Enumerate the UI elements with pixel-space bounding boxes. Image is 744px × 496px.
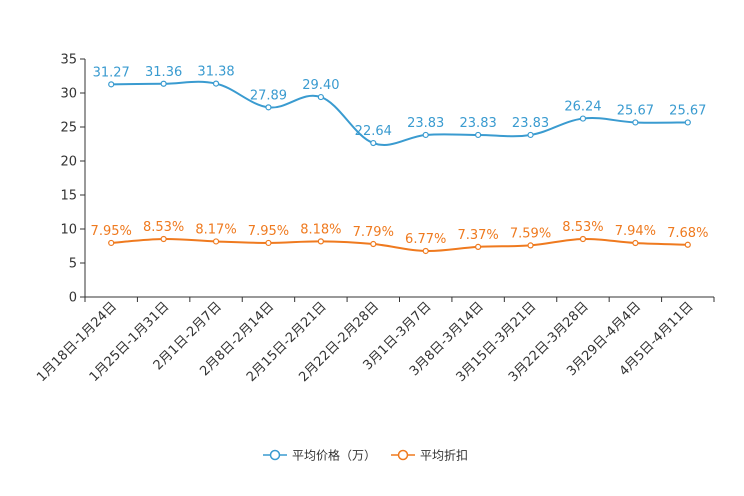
data-label: 25.67 bbox=[669, 103, 706, 118]
data-label: 31.38 bbox=[197, 65, 234, 80]
data-point[interactable] bbox=[579, 235, 587, 243]
data-label: 23.83 bbox=[460, 116, 497, 131]
y-tick-label: 35 bbox=[60, 53, 77, 68]
y-tick-label: 30 bbox=[60, 87, 77, 102]
data-label: 22.64 bbox=[355, 124, 392, 139]
data-label: 31.27 bbox=[93, 65, 130, 80]
data-point[interactable] bbox=[160, 80, 167, 87]
chart-axes: 051015202530351月18日-1月24日1月25日-1月31日2月1日… bbox=[34, 53, 715, 385]
y-tick-label: 10 bbox=[60, 223, 77, 238]
y-tick-label: 15 bbox=[60, 189, 77, 204]
data-label: 7.59% bbox=[510, 226, 551, 241]
data-point[interactable] bbox=[212, 238, 220, 245]
data-point[interactable] bbox=[317, 238, 324, 245]
data-label: 25.67 bbox=[617, 103, 654, 118]
data-point[interactable] bbox=[317, 93, 324, 101]
data-point[interactable] bbox=[108, 239, 115, 247]
legend-item-2[interactable]: 平均折扣 bbox=[391, 448, 468, 463]
data-point[interactable] bbox=[370, 139, 377, 147]
data-point[interactable] bbox=[684, 119, 691, 126]
data-label: 8.18% bbox=[300, 222, 341, 237]
data-label: 23.83 bbox=[407, 116, 444, 131]
legend-marker-icon bbox=[269, 449, 281, 461]
y-tick-label: 25 bbox=[60, 121, 77, 136]
data-label: 7.79% bbox=[353, 225, 394, 240]
data-label: 31.36 bbox=[145, 65, 182, 80]
data-label: 7.95% bbox=[248, 224, 289, 239]
chart-series-layer: 31.27 31.36 31.38 27.89 29.40 22.64 23.83 23.83… bbox=[91, 65, 708, 255]
data-label: 7.68% bbox=[667, 226, 708, 241]
legend-item-1[interactable]: 平均价格（万） bbox=[263, 448, 376, 463]
series-2: 7.95% 8.53% 8.17% 7.95% 8.18% 7.79% 6.77% 7.37%… bbox=[91, 220, 708, 255]
data-point[interactable] bbox=[265, 239, 272, 247]
data-label: 8.53% bbox=[562, 220, 603, 235]
data-point[interactable] bbox=[160, 235, 167, 243]
data-label: 23.83 bbox=[512, 116, 549, 131]
data-point[interactable] bbox=[527, 131, 534, 139]
data-point[interactable] bbox=[265, 104, 272, 111]
data-point[interactable] bbox=[684, 241, 691, 248]
data-label: 8.53% bbox=[143, 220, 184, 235]
y-tick-label: 20 bbox=[60, 155, 77, 170]
data-point[interactable] bbox=[108, 81, 115, 88]
data-point[interactable] bbox=[632, 239, 639, 247]
data-point[interactable] bbox=[422, 247, 429, 255]
data-point[interactable] bbox=[579, 115, 587, 122]
data-point[interactable] bbox=[370, 240, 377, 248]
data-label: 6.77% bbox=[405, 232, 446, 247]
data-point[interactable] bbox=[475, 243, 482, 250]
series-line bbox=[111, 237, 688, 252]
y-tick-label: 5 bbox=[69, 257, 77, 272]
data-point[interactable] bbox=[422, 131, 429, 139]
data-label: 29.40 bbox=[302, 78, 339, 93]
y-tick-label: 0 bbox=[69, 291, 77, 306]
series-line bbox=[111, 80, 688, 146]
data-point[interactable] bbox=[632, 119, 639, 126]
data-label: 26.24 bbox=[564, 100, 601, 115]
data-label: 7.95% bbox=[91, 224, 132, 239]
data-point[interactable] bbox=[527, 242, 534, 249]
data-label: 7.37% bbox=[457, 228, 498, 243]
data-label: 7.94% bbox=[615, 224, 656, 239]
legend-label: 平均价格（万） bbox=[292, 448, 376, 463]
legend-marker-icon bbox=[397, 449, 409, 461]
chart-legend[interactable]: 平均价格（万） 平均折扣 bbox=[263, 448, 468, 463]
data-point[interactable] bbox=[212, 80, 220, 87]
data-label: 8.17% bbox=[195, 222, 236, 237]
data-point[interactable] bbox=[475, 131, 482, 139]
data-label: 27.89 bbox=[250, 88, 287, 103]
series-1: 31.27 31.36 31.38 27.89 29.40 22.64 23.83 23.83… bbox=[93, 65, 706, 147]
legend-label: 平均折扣 bbox=[420, 448, 468, 463]
